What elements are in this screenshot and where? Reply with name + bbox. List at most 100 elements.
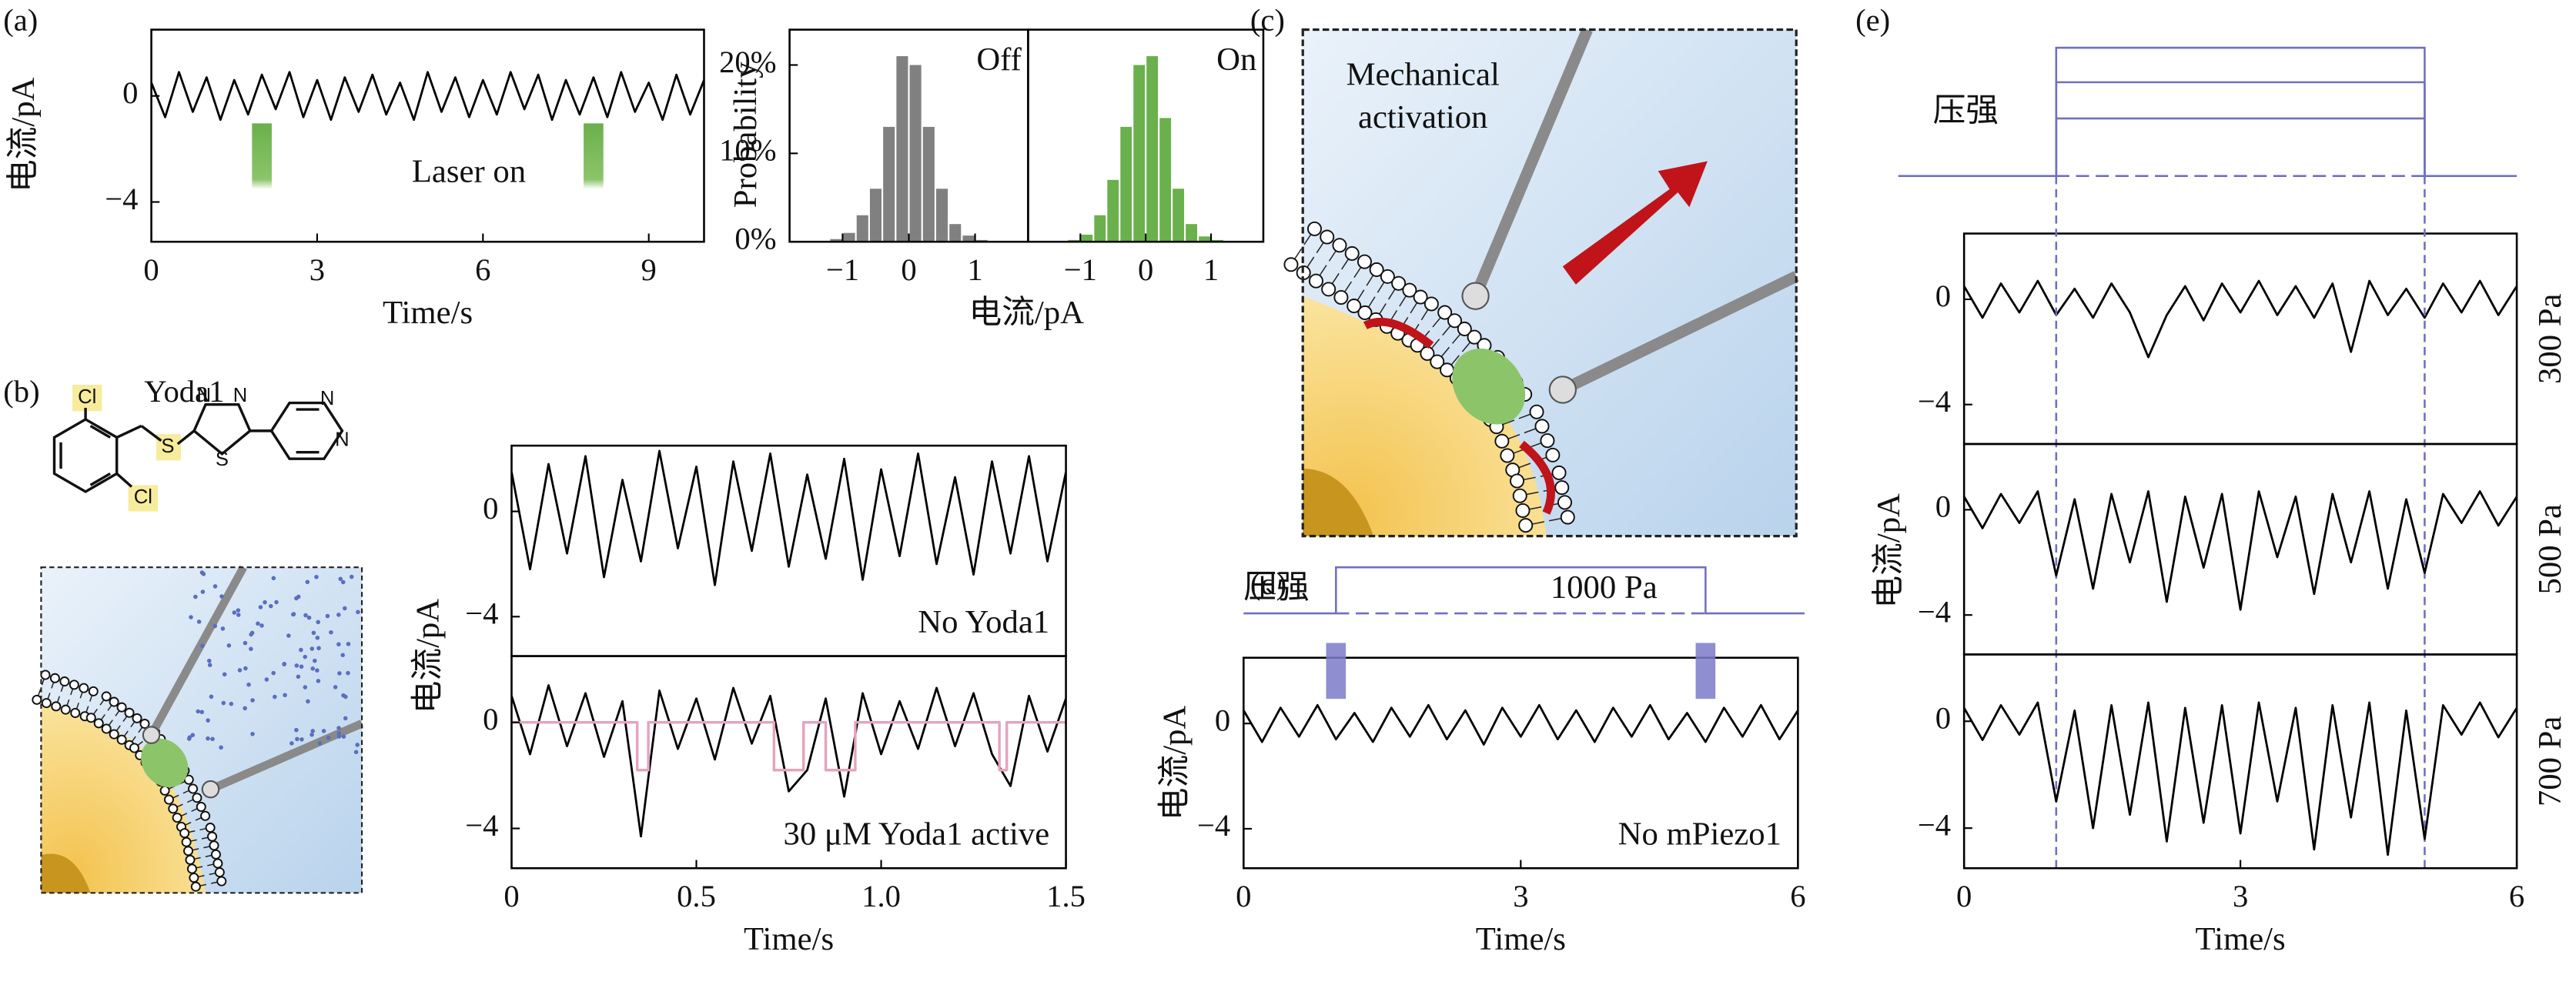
pressure-label: 压强: [1933, 92, 1999, 129]
yoda1-molecule: [316, 619, 320, 625]
yoda1-molecule: [212, 623, 218, 629]
yoda1-molecule: [207, 663, 212, 667]
x-tick-label: 0.5: [677, 879, 716, 913]
pressure-step: [2055, 81, 2426, 176]
channel: [1452, 348, 1526, 425]
annotation: Laser on: [412, 153, 526, 189]
laser-pulse: [252, 123, 272, 189]
yoda1-molecule: [316, 646, 321, 651]
histogram-bar: [843, 232, 855, 242]
atom-label: Cl: [134, 486, 152, 508]
lipid-head: [1306, 221, 1323, 236]
yoda1-molecule: [271, 670, 276, 676]
lipid-head: [188, 783, 199, 794]
x-tick-label: 0: [901, 252, 916, 287]
yoda1-molecule: [341, 734, 346, 739]
molecule: [52, 385, 344, 512]
lipid-head: [40, 669, 51, 680]
yoda1-molecule: [303, 613, 308, 618]
x-tick-label: 0: [1956, 879, 1972, 913]
trace: [1964, 490, 2517, 611]
yoda1-molecule: [243, 666, 248, 671]
x-tick-label: 1: [967, 252, 982, 287]
histogram-bar: [1173, 189, 1185, 242]
histogram-bar: [922, 126, 935, 242]
lipid-head: [1357, 254, 1372, 269]
histogram-bar: [962, 235, 975, 242]
x-tick-label: 0: [1236, 879, 1251, 913]
lipid-head: [1380, 269, 1395, 284]
side-label: 300 Pa: [2532, 293, 2568, 384]
lipid-head: [179, 828, 190, 839]
lipid-head: [124, 707, 135, 718]
yoda1-molecule: [295, 736, 299, 742]
y-tick-label: 20%: [719, 45, 776, 79]
lipid-head: [1344, 245, 1360, 261]
lipid-head: [101, 691, 112, 702]
lipid-head: [69, 679, 79, 690]
yoda1-molecule: [249, 632, 253, 637]
illustration: [1283, 27, 1799, 538]
yoda1-molecule: [296, 674, 301, 679]
plot-area: [151, 71, 704, 122]
trace: [511, 684, 1066, 838]
yoda1-molecule: [199, 710, 205, 715]
trace: [511, 449, 1066, 586]
atom-label: N: [320, 388, 335, 409]
y-tick-label: 0: [483, 702, 498, 736]
yoda1-molecule: [201, 572, 206, 576]
atom-label: S: [161, 436, 174, 457]
lipid-head: [186, 863, 197, 874]
lipid-head: [1457, 321, 1472, 336]
yoda1-molecule: [206, 736, 210, 741]
yoda1-molecule: [338, 576, 343, 582]
lipid-head: [93, 718, 104, 729]
plot-area: [830, 55, 988, 242]
x-tick-label: 3: [309, 252, 325, 287]
lipid-head: [1557, 495, 1573, 510]
lipid-head: [1512, 488, 1527, 503]
plot-area: [1243, 703, 1798, 746]
y-tick-label: 10%: [719, 133, 776, 168]
yoda1-molecule: [243, 640, 248, 646]
yoda1-molecule: [325, 613, 330, 619]
plot-area: [511, 684, 1066, 838]
yoda1-molecule: [291, 612, 296, 616]
lipid-head: [1283, 257, 1299, 272]
yoda1-molecule: [200, 589, 206, 594]
y-tick-label: 0: [483, 491, 498, 526]
panel-label: (b): [3, 374, 39, 409]
laser-pulse: [584, 123, 604, 189]
yoda1-molecule: [316, 679, 321, 683]
yoda1-molecule: [336, 726, 341, 730]
plot-area: [1068, 55, 1223, 242]
yoda1-molecule: [219, 745, 223, 750]
x-tick-label: 9: [641, 252, 657, 287]
y-tick-label: 0: [122, 75, 138, 110]
yoda1-molecule: [333, 685, 338, 690]
lipid-head: [212, 858, 223, 869]
y-tick-label: 0%: [734, 221, 776, 255]
y-tick-label: 0: [1935, 701, 1951, 736]
lipid-head: [1509, 473, 1525, 489]
yoda1-molecule: [310, 666, 316, 671]
yoda1-molecule: [303, 685, 308, 690]
side-label: 700 Pa: [2532, 716, 2568, 807]
x-axis-label: Time/s: [1476, 921, 1566, 957]
yoda1-molecule: [206, 658, 212, 663]
lipid-head: [139, 719, 150, 730]
yoda1-molecule: [259, 623, 264, 628]
trace: [151, 71, 704, 122]
axes-frame: [1962, 232, 2518, 446]
yoda1-molecule: [306, 699, 310, 704]
yoda1-molecule: [299, 647, 303, 653]
yoda1-molecule: [200, 643, 205, 649]
yoda1-molecule: [296, 594, 301, 599]
lipid-head: [1321, 282, 1337, 297]
yoda1-molecule: [220, 626, 226, 631]
histogram-bar: [1159, 118, 1172, 242]
lipid-head: [216, 876, 227, 886]
lipid-head: [1347, 299, 1362, 314]
yoda1-molecule: [263, 599, 267, 605]
